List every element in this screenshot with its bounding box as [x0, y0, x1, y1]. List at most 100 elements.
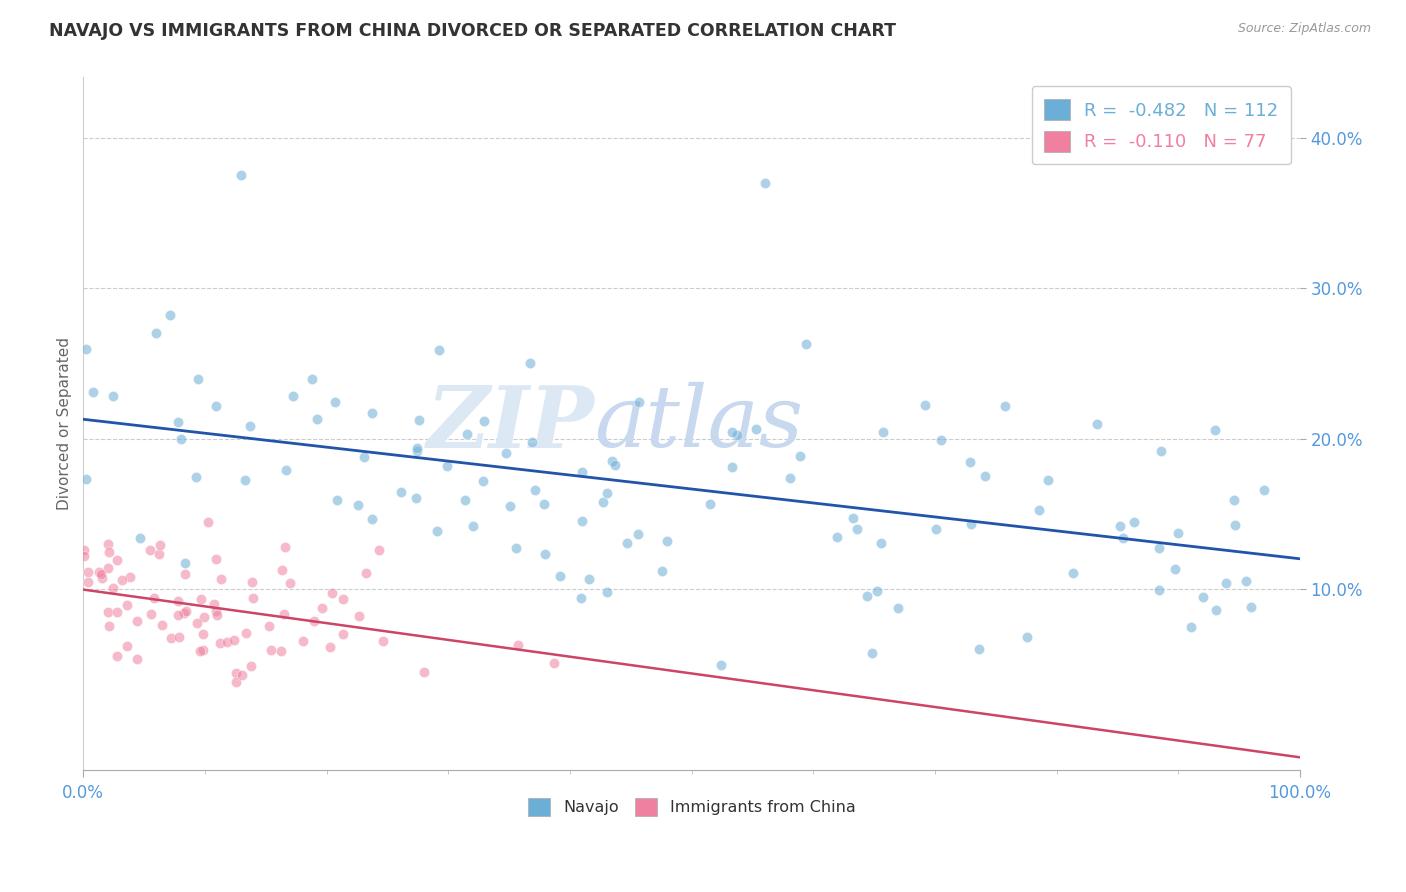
Point — [710, 657, 733, 672]
Point — [519, 356, 541, 370]
Point — [184, 470, 207, 484]
Point — [508, 638, 530, 652]
Point — [193, 609, 215, 624]
Point — [548, 569, 571, 583]
Point — [454, 492, 477, 507]
Point — [427, 343, 450, 357]
Point — [326, 492, 349, 507]
Point — [98, 619, 121, 633]
Point — [745, 422, 768, 436]
Point — [225, 666, 247, 681]
Point — [534, 547, 557, 561]
Point — [271, 563, 294, 577]
Point — [240, 659, 263, 673]
Point — [929, 434, 952, 448]
Point — [959, 455, 981, 469]
Point — [914, 397, 936, 411]
Point — [117, 639, 139, 653]
Point — [332, 592, 354, 607]
Point — [101, 581, 124, 595]
Point — [925, 522, 948, 536]
Point — [596, 486, 619, 500]
Point — [1036, 474, 1059, 488]
Point — [360, 512, 382, 526]
Point — [866, 583, 889, 598]
Point — [150, 617, 173, 632]
Point — [1028, 503, 1050, 517]
Point — [97, 537, 120, 551]
Point — [405, 441, 427, 455]
Point — [197, 515, 219, 529]
Point — [413, 665, 436, 679]
Point — [73, 549, 96, 564]
Point — [321, 585, 343, 599]
Point — [186, 615, 208, 630]
Point — [872, 425, 894, 439]
Point — [97, 605, 120, 619]
Point — [1149, 582, 1171, 597]
Point — [520, 434, 543, 449]
Point — [215, 635, 238, 649]
Point — [174, 556, 197, 570]
Point — [779, 471, 801, 485]
Point — [569, 591, 592, 605]
Point — [571, 466, 593, 480]
Point — [628, 394, 651, 409]
Point — [231, 168, 253, 182]
Point — [273, 607, 295, 622]
Point — [425, 524, 447, 538]
Point — [270, 644, 292, 658]
Point — [235, 626, 257, 640]
Point — [205, 604, 228, 618]
Point — [1192, 590, 1215, 604]
Point — [533, 497, 555, 511]
Text: ZIP: ZIP — [426, 382, 595, 466]
Point — [129, 531, 152, 545]
Point — [139, 543, 162, 558]
Point — [239, 418, 262, 433]
Point — [405, 491, 427, 505]
Point — [205, 399, 228, 413]
Point — [191, 626, 214, 640]
Point — [127, 614, 149, 628]
Point — [257, 619, 280, 633]
Point — [143, 591, 166, 605]
Point — [205, 552, 228, 566]
Point — [600, 454, 623, 468]
Point — [887, 601, 910, 615]
Point — [596, 584, 619, 599]
Point — [845, 522, 868, 536]
Point — [167, 630, 190, 644]
Point — [111, 573, 134, 587]
Point — [1234, 574, 1257, 588]
Point — [436, 459, 458, 474]
Point — [280, 576, 302, 591]
Point — [499, 499, 522, 513]
Point — [1111, 532, 1133, 546]
Point — [301, 372, 323, 386]
Point — [720, 459, 742, 474]
Text: Source: ZipAtlas.com: Source: ZipAtlas.com — [1237, 22, 1371, 36]
Point — [1109, 519, 1132, 533]
Point — [149, 538, 172, 552]
Point — [389, 485, 412, 500]
Point — [89, 565, 111, 579]
Point — [405, 444, 427, 458]
Point — [260, 643, 283, 657]
Point — [240, 575, 263, 590]
Point — [842, 510, 865, 524]
Point — [543, 657, 565, 671]
Point — [347, 609, 370, 624]
Point — [173, 606, 195, 620]
Point — [360, 406, 382, 420]
Point — [190, 592, 212, 607]
Point — [967, 641, 990, 656]
Point — [302, 614, 325, 628]
Point — [188, 643, 211, 657]
Point — [202, 598, 225, 612]
Point — [699, 497, 721, 511]
Point — [75, 342, 97, 356]
Point — [225, 675, 247, 690]
Point — [354, 566, 377, 580]
Point — [242, 591, 264, 605]
